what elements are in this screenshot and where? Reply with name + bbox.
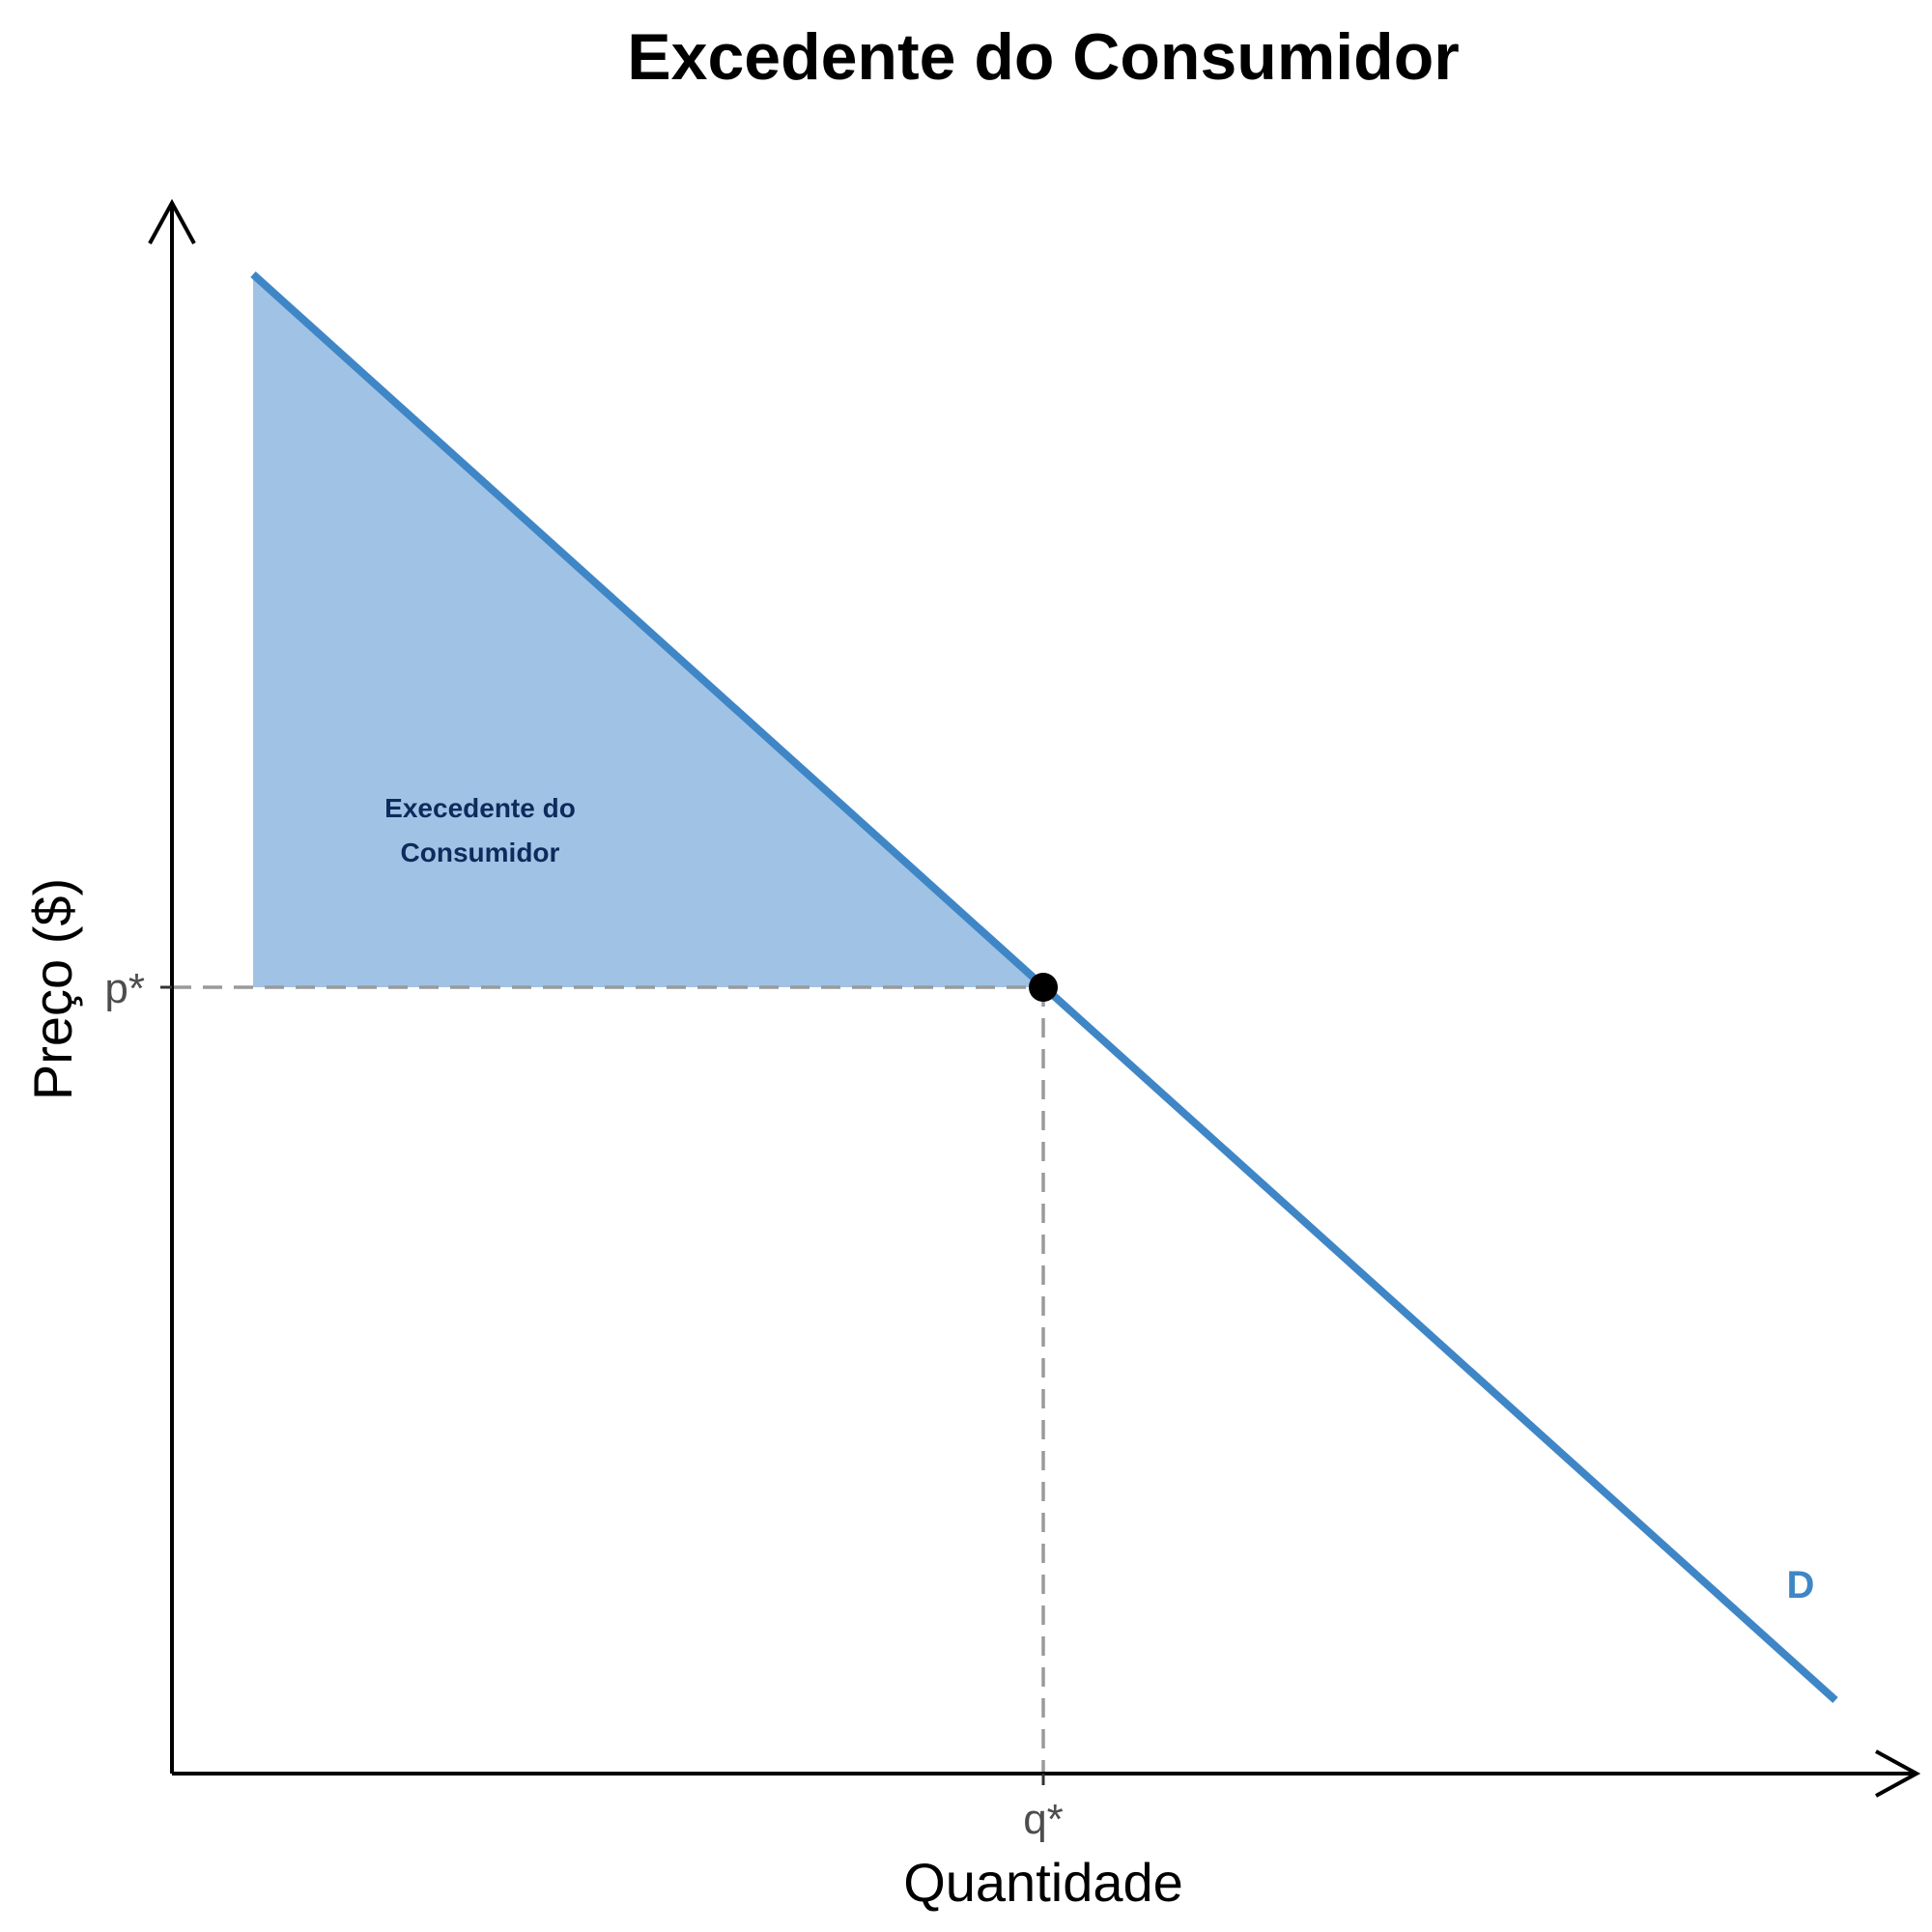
consumer-surplus-label-line2: Consumidor xyxy=(401,838,560,867)
y-tick-label-p-star: p* xyxy=(104,965,145,1012)
x-axis-label: Quantidade xyxy=(903,1852,1183,1913)
demand-curve-label: D xyxy=(1787,1564,1815,1606)
diagram-title: Excedente do Consumidor xyxy=(627,20,1459,94)
y-axis-label: Preço ($) xyxy=(22,878,83,1100)
x-axis-arrowhead xyxy=(1875,1749,1921,1798)
consumer-surplus-label-line1: Execedente do xyxy=(384,793,576,823)
equilibrium-point xyxy=(1029,973,1058,1002)
y-axis-arrowhead xyxy=(148,198,196,244)
x-tick-label-q-star: q* xyxy=(1023,1796,1064,1843)
